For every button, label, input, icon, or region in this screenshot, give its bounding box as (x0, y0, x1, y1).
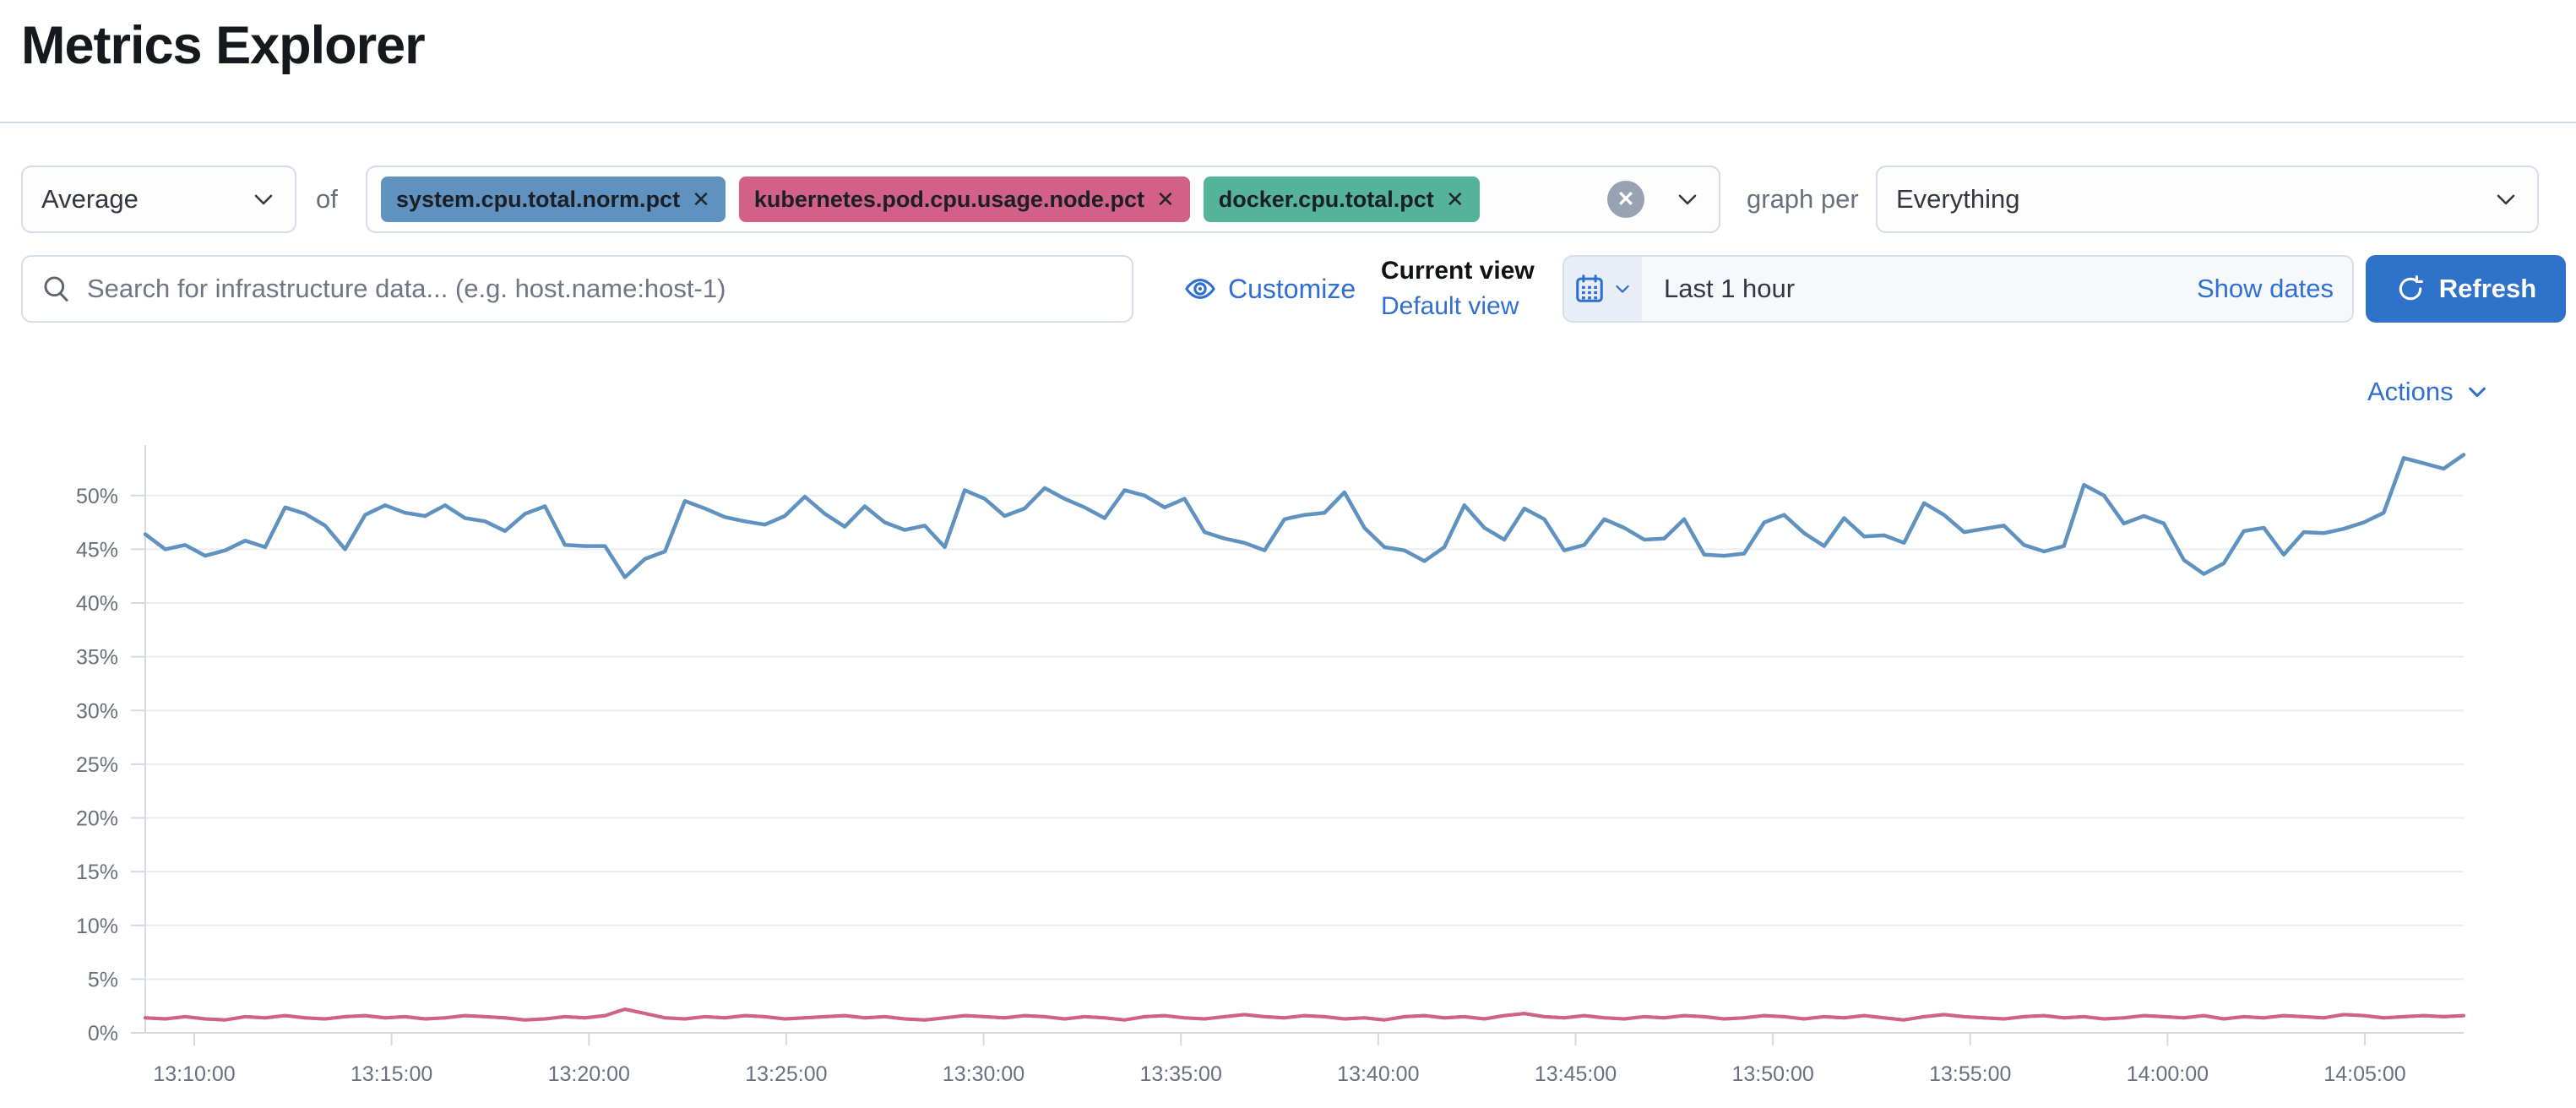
chevron-down-icon[interactable] (1675, 187, 1700, 212)
clear-icon: ✕ (1617, 187, 1635, 211)
aggregation-select[interactable]: Average (21, 166, 296, 233)
chevron-down-icon (2493, 187, 2519, 212)
svg-text:20%: 20% (76, 807, 118, 831)
svg-text:15%: 15% (76, 861, 118, 884)
calendar-icon (1573, 273, 1606, 305)
svg-text:10%: 10% (76, 915, 118, 938)
metric-pill[interactable]: docker.cpu.total.pct ✕ (1203, 177, 1480, 222)
metrics-line-chart: 0% 5% 10% 15% 20% 25% 30% 35% 40% 45% 50% 13:10:00 1… (76, 445, 2466, 1086)
current-view-label: Current view (1381, 257, 1535, 285)
date-picker: Last 1 hour Show dates (1562, 255, 2354, 323)
actions-label: Actions (2367, 377, 2454, 406)
svg-text:13:50:00: 13:50:00 (1731, 1062, 1813, 1086)
show-dates-button[interactable]: Show dates (2197, 274, 2334, 303)
metrics-combo-box[interactable]: system.cpu.total.norm.pct ✕ kubernetes.p… (366, 166, 1720, 233)
group-by-select[interactable]: Everything (1876, 166, 2539, 233)
svg-text:35%: 35% (76, 646, 118, 670)
metric-pill-label: kubernetes.pod.cpu.usage.node.pct (753, 186, 1144, 212)
svg-text:0%: 0% (88, 1022, 118, 1046)
clear-metrics-button[interactable]: ✕ (1607, 181, 1644, 218)
refresh-button[interactable]: Refresh (2366, 255, 2566, 323)
chevron-down-icon (2465, 380, 2489, 404)
actions-menu-button[interactable]: Actions (2367, 377, 2489, 407)
svg-text:13:30:00: 13:30:00 (943, 1062, 1024, 1086)
svg-text:13:55:00: 13:55:00 (1929, 1062, 2011, 1086)
chevron-down-icon (251, 187, 276, 212)
quick-select-button[interactable] (1564, 257, 1642, 321)
svg-text:14:05:00: 14:05:00 (2323, 1062, 2405, 1086)
svg-text:45%: 45% (76, 538, 118, 562)
view-controls: Current view Default view (1381, 253, 1541, 324)
svg-text:14:00:00: 14:00:00 (2127, 1062, 2209, 1086)
svg-text:13:40:00: 13:40:00 (1337, 1062, 1419, 1086)
group-by-value: Everything (1896, 184, 2020, 214)
graph-per-label: graph per (1747, 184, 1859, 214)
remove-metric-icon[interactable]: ✕ (1155, 186, 1175, 212)
refresh-icon (2395, 274, 2426, 304)
of-label: of (316, 184, 338, 214)
customize-label: Customize (1228, 273, 1356, 304)
eye-icon (1184, 273, 1216, 305)
svg-text:13:45:00: 13:45:00 (1535, 1062, 1617, 1086)
default-view-link[interactable]: Default view (1381, 292, 1519, 320)
metric-pill-label: system.cpu.total.norm.pct (396, 186, 681, 212)
svg-text:13:15:00: 13:15:00 (351, 1062, 432, 1086)
svg-text:40%: 40% (76, 592, 118, 616)
customize-button[interactable]: Customize (1184, 255, 1356, 323)
search-icon (41, 274, 72, 304)
svg-text:13:10:00: 13:10:00 (153, 1062, 235, 1086)
remove-metric-icon[interactable]: ✕ (1445, 186, 1465, 212)
svg-text:13:35:00: 13:35:00 (1140, 1062, 1222, 1086)
metric-pill-label: docker.cpu.total.pct (1218, 186, 1434, 212)
svg-text:25%: 25% (76, 753, 118, 777)
remove-metric-icon[interactable]: ✕ (692, 186, 710, 212)
svg-text:30%: 30% (76, 699, 118, 723)
metric-pill[interactable]: system.cpu.total.norm.pct ✕ (381, 177, 726, 222)
svg-text:50%: 50% (76, 485, 118, 508)
svg-text:13:25:00: 13:25:00 (745, 1062, 827, 1086)
aggregation-value: Average (41, 184, 139, 214)
refresh-label: Refresh (2438, 274, 2537, 303)
svg-text:13:20:00: 13:20:00 (548, 1062, 630, 1086)
search-box (21, 255, 1133, 323)
header-divider (0, 122, 2576, 123)
svg-text:5%: 5% (88, 968, 118, 991)
metric-pill[interactable]: kubernetes.pod.cpu.usage.node.pct ✕ (738, 177, 1190, 222)
page-title: Metrics Explorer (21, 16, 426, 75)
search-input[interactable] (87, 274, 1113, 304)
chevron-down-icon (1612, 279, 1633, 299)
time-range-value[interactable]: Last 1 hour (1664, 274, 1796, 303)
